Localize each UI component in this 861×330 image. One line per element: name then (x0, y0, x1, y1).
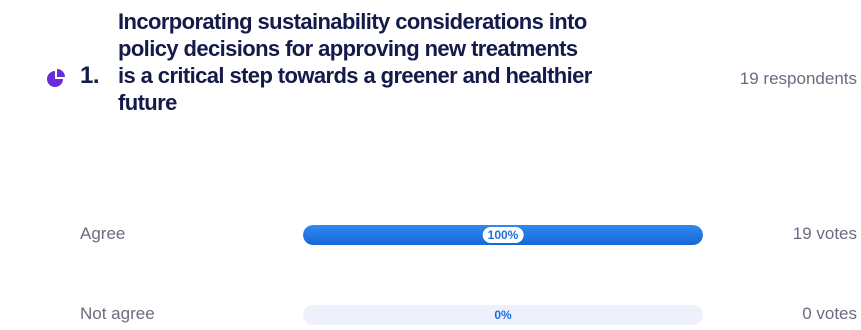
percent-label: 0% (494, 308, 512, 322)
result-bar: 100% (303, 225, 703, 245)
vote-count: 0 votes (802, 304, 857, 323)
question-title: Incorporating sustainability considerati… (118, 9, 592, 115)
option-label: Not agree (80, 304, 155, 323)
vote-count: 19 votes (792, 224, 857, 243)
pie-chart-icon (47, 69, 65, 87)
poll-option-agree: Agree 100% 19 votes (0, 223, 861, 247)
question-number: 1. (80, 62, 100, 89)
percent-label: 100% (482, 227, 524, 243)
respondent-count: 19 respondents (739, 69, 857, 88)
poll-option-not-agree: Not agree 0% 0 votes (0, 303, 861, 327)
result-bar: 0% (303, 305, 703, 325)
option-label: Agree (80, 224, 126, 243)
